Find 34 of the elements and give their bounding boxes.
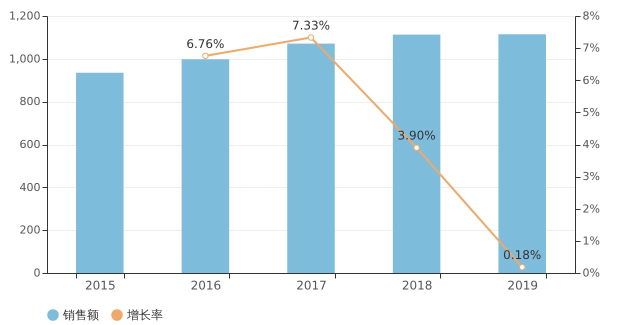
y2-tick-label: 6% [582,74,600,87]
x-tick-label: 2017 [296,278,327,292]
legend-label: 销售额 [62,308,99,322]
y-tick-label: 600 [20,138,40,151]
legend-label: 增长率 [126,308,163,322]
x-tick-label: 2015 [85,278,116,292]
y-tick-label: 0 [34,266,40,280]
x-tick-label: 2016 [190,278,222,292]
bar [287,44,335,273]
y2-tick-label: 5% [582,106,600,119]
bar [182,59,230,273]
data-label: 6.76% [186,36,224,51]
point [518,264,526,270]
y-tick-label: 800 [20,95,40,108]
bar [76,72,124,273]
bar [392,34,440,273]
y-tick-label: 200 [20,224,40,237]
y2-tick-label: 0% [582,266,600,280]
y2-tick-label: 8% [582,10,600,22]
point [413,144,420,151]
x-tick-label: 2018 [402,278,432,292]
point [308,34,314,41]
y2-tick-label: 7% [582,42,600,55]
x-tick-label: 2019 [507,278,538,292]
y-tick-label: 1,000 [9,52,40,66]
y-tick-label: 400 [20,180,40,194]
y2-tick-label: 3% [582,170,600,184]
point [202,52,209,60]
y2-tick-label: 4% [582,138,600,151]
y-tick-label: 1,200 [9,10,40,22]
bar [498,34,546,273]
y2-tick-label: 1% [582,234,600,248]
y2-tick-label: 2% [582,202,600,216]
data-label: 7.33% [292,18,330,33]
